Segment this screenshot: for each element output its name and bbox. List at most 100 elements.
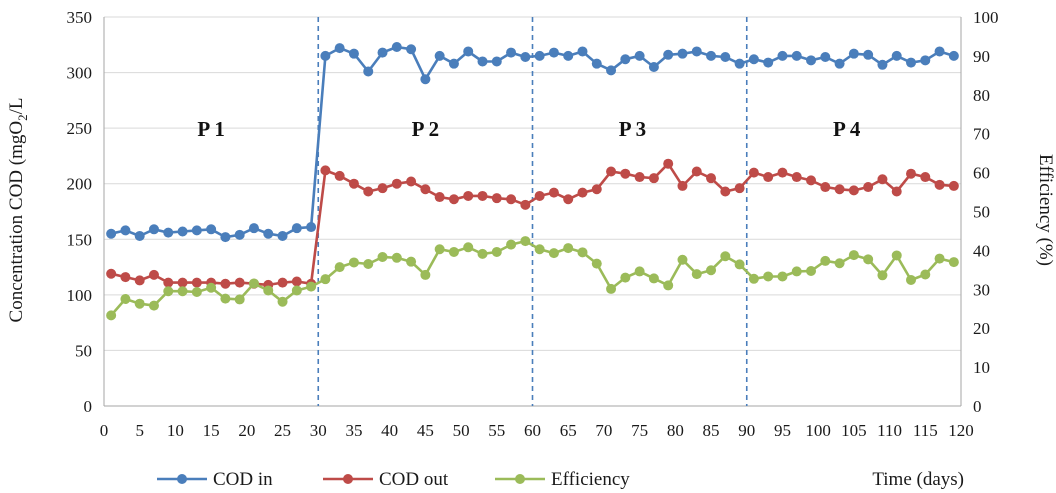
data-point-cod-out	[806, 175, 817, 186]
data-point-cod-out	[234, 277, 245, 288]
phase-label: P 4	[833, 117, 861, 141]
y2-tick-label: 60	[973, 164, 990, 183]
y2-tick-label: 90	[973, 47, 990, 66]
data-point-cod-in	[748, 54, 759, 65]
data-point-efficiency	[820, 255, 831, 266]
data-point-cod-out	[406, 176, 417, 187]
data-point-cod-in	[334, 43, 345, 54]
data-point-efficiency	[634, 266, 645, 277]
data-point-cod-out	[277, 277, 288, 288]
data-point-efficiency	[520, 236, 531, 247]
data-point-cod-out	[706, 173, 717, 184]
data-point-cod-in	[463, 46, 474, 57]
data-point-efficiency	[348, 257, 359, 268]
data-point-cod-out	[648, 173, 659, 184]
data-point-efficiency	[748, 273, 759, 284]
data-point-efficiency	[306, 281, 317, 292]
data-point-cod-in	[863, 49, 874, 60]
data-point-cod-in	[734, 58, 745, 69]
data-point-cod-out	[377, 183, 388, 194]
y-tick-label: 150	[67, 230, 93, 249]
x-tick-label: 50	[453, 421, 470, 440]
data-point-efficiency	[934, 253, 945, 264]
data-point-cod-in	[620, 54, 631, 65]
data-point-cod-out	[563, 194, 574, 205]
data-point-cod-out	[820, 182, 831, 193]
data-point-cod-out	[606, 166, 617, 177]
data-point-efficiency	[277, 296, 288, 307]
data-point-cod-out	[663, 158, 674, 169]
data-point-cod-out	[363, 186, 374, 197]
data-point-cod-in	[848, 48, 859, 59]
x-tick-label: 30	[310, 421, 327, 440]
y-tick-label: 100	[67, 286, 93, 305]
data-point-cod-out	[777, 167, 788, 178]
x-tick-label: 45	[417, 421, 434, 440]
data-point-cod-in	[377, 47, 388, 58]
data-point-efficiency	[248, 278, 259, 289]
y2-tick-label: 10	[973, 358, 990, 377]
data-point-cod-in	[606, 65, 617, 76]
data-point-cod-in	[820, 52, 831, 63]
data-point-cod-in	[920, 55, 931, 66]
y-tick-label: 0	[84, 397, 93, 416]
data-point-efficiency	[606, 283, 617, 294]
x-tick-label: 70	[595, 421, 612, 440]
x-tick-label: 55	[488, 421, 505, 440]
data-point-cod-out	[320, 165, 331, 176]
data-point-cod-out	[863, 182, 874, 193]
data-point-cod-in	[834, 58, 845, 69]
data-point-efficiency	[834, 258, 845, 269]
y2-tick-label: 20	[973, 319, 990, 338]
data-point-cod-in	[120, 225, 131, 236]
data-point-cod-in	[220, 232, 231, 243]
data-point-efficiency	[406, 256, 417, 267]
x-tick-label: 40	[381, 421, 398, 440]
data-point-cod-out	[106, 268, 117, 279]
phase-label: P 1	[197, 117, 224, 141]
data-point-efficiency	[791, 266, 802, 277]
data-point-cod-in	[177, 226, 188, 237]
series-group	[106, 42, 959, 321]
data-point-cod-in	[906, 57, 917, 68]
data-point-cod-out	[791, 172, 802, 183]
x-tick-label: 10	[167, 421, 184, 440]
data-point-cod-out	[948, 180, 959, 191]
x-tick-label: 0	[100, 421, 109, 440]
data-point-cod-out	[120, 272, 131, 283]
data-point-cod-out	[720, 186, 731, 197]
data-point-efficiency	[163, 286, 174, 297]
data-point-efficiency	[377, 252, 388, 263]
data-point-cod-out	[734, 183, 745, 194]
x-tick-label: 25	[274, 421, 291, 440]
y2-tick-label: 50	[973, 203, 990, 222]
data-point-efficiency	[920, 269, 931, 280]
data-point-efficiency	[720, 251, 731, 262]
data-point-cod-out	[634, 172, 645, 183]
data-point-cod-in	[134, 230, 145, 241]
data-point-efficiency	[220, 293, 231, 304]
data-point-cod-in	[634, 50, 645, 61]
data-point-cod-out	[591, 184, 602, 195]
data-point-efficiency	[891, 250, 902, 261]
data-point-cod-out	[334, 170, 345, 181]
data-point-efficiency	[691, 269, 702, 280]
x-tick-label: 85	[703, 421, 720, 440]
data-point-cod-out	[534, 190, 545, 201]
data-point-cod-in	[348, 48, 359, 59]
data-point-efficiency	[420, 269, 431, 280]
data-point-cod-out	[491, 193, 502, 204]
data-point-cod-in	[706, 50, 717, 61]
data-point-efficiency	[463, 242, 474, 253]
data-point-cod-out	[148, 269, 159, 280]
data-point-efficiency	[806, 266, 817, 277]
data-point-cod-in	[191, 225, 202, 236]
data-point-efficiency	[777, 271, 788, 282]
data-point-efficiency	[477, 248, 488, 259]
data-point-cod-out	[620, 168, 631, 179]
y-tick-label: 300	[67, 64, 93, 83]
x-tick-label: 115	[913, 421, 938, 440]
data-point-efficiency	[334, 262, 345, 273]
y-axis-title: Concentration COD (mgO2/L	[6, 98, 30, 323]
